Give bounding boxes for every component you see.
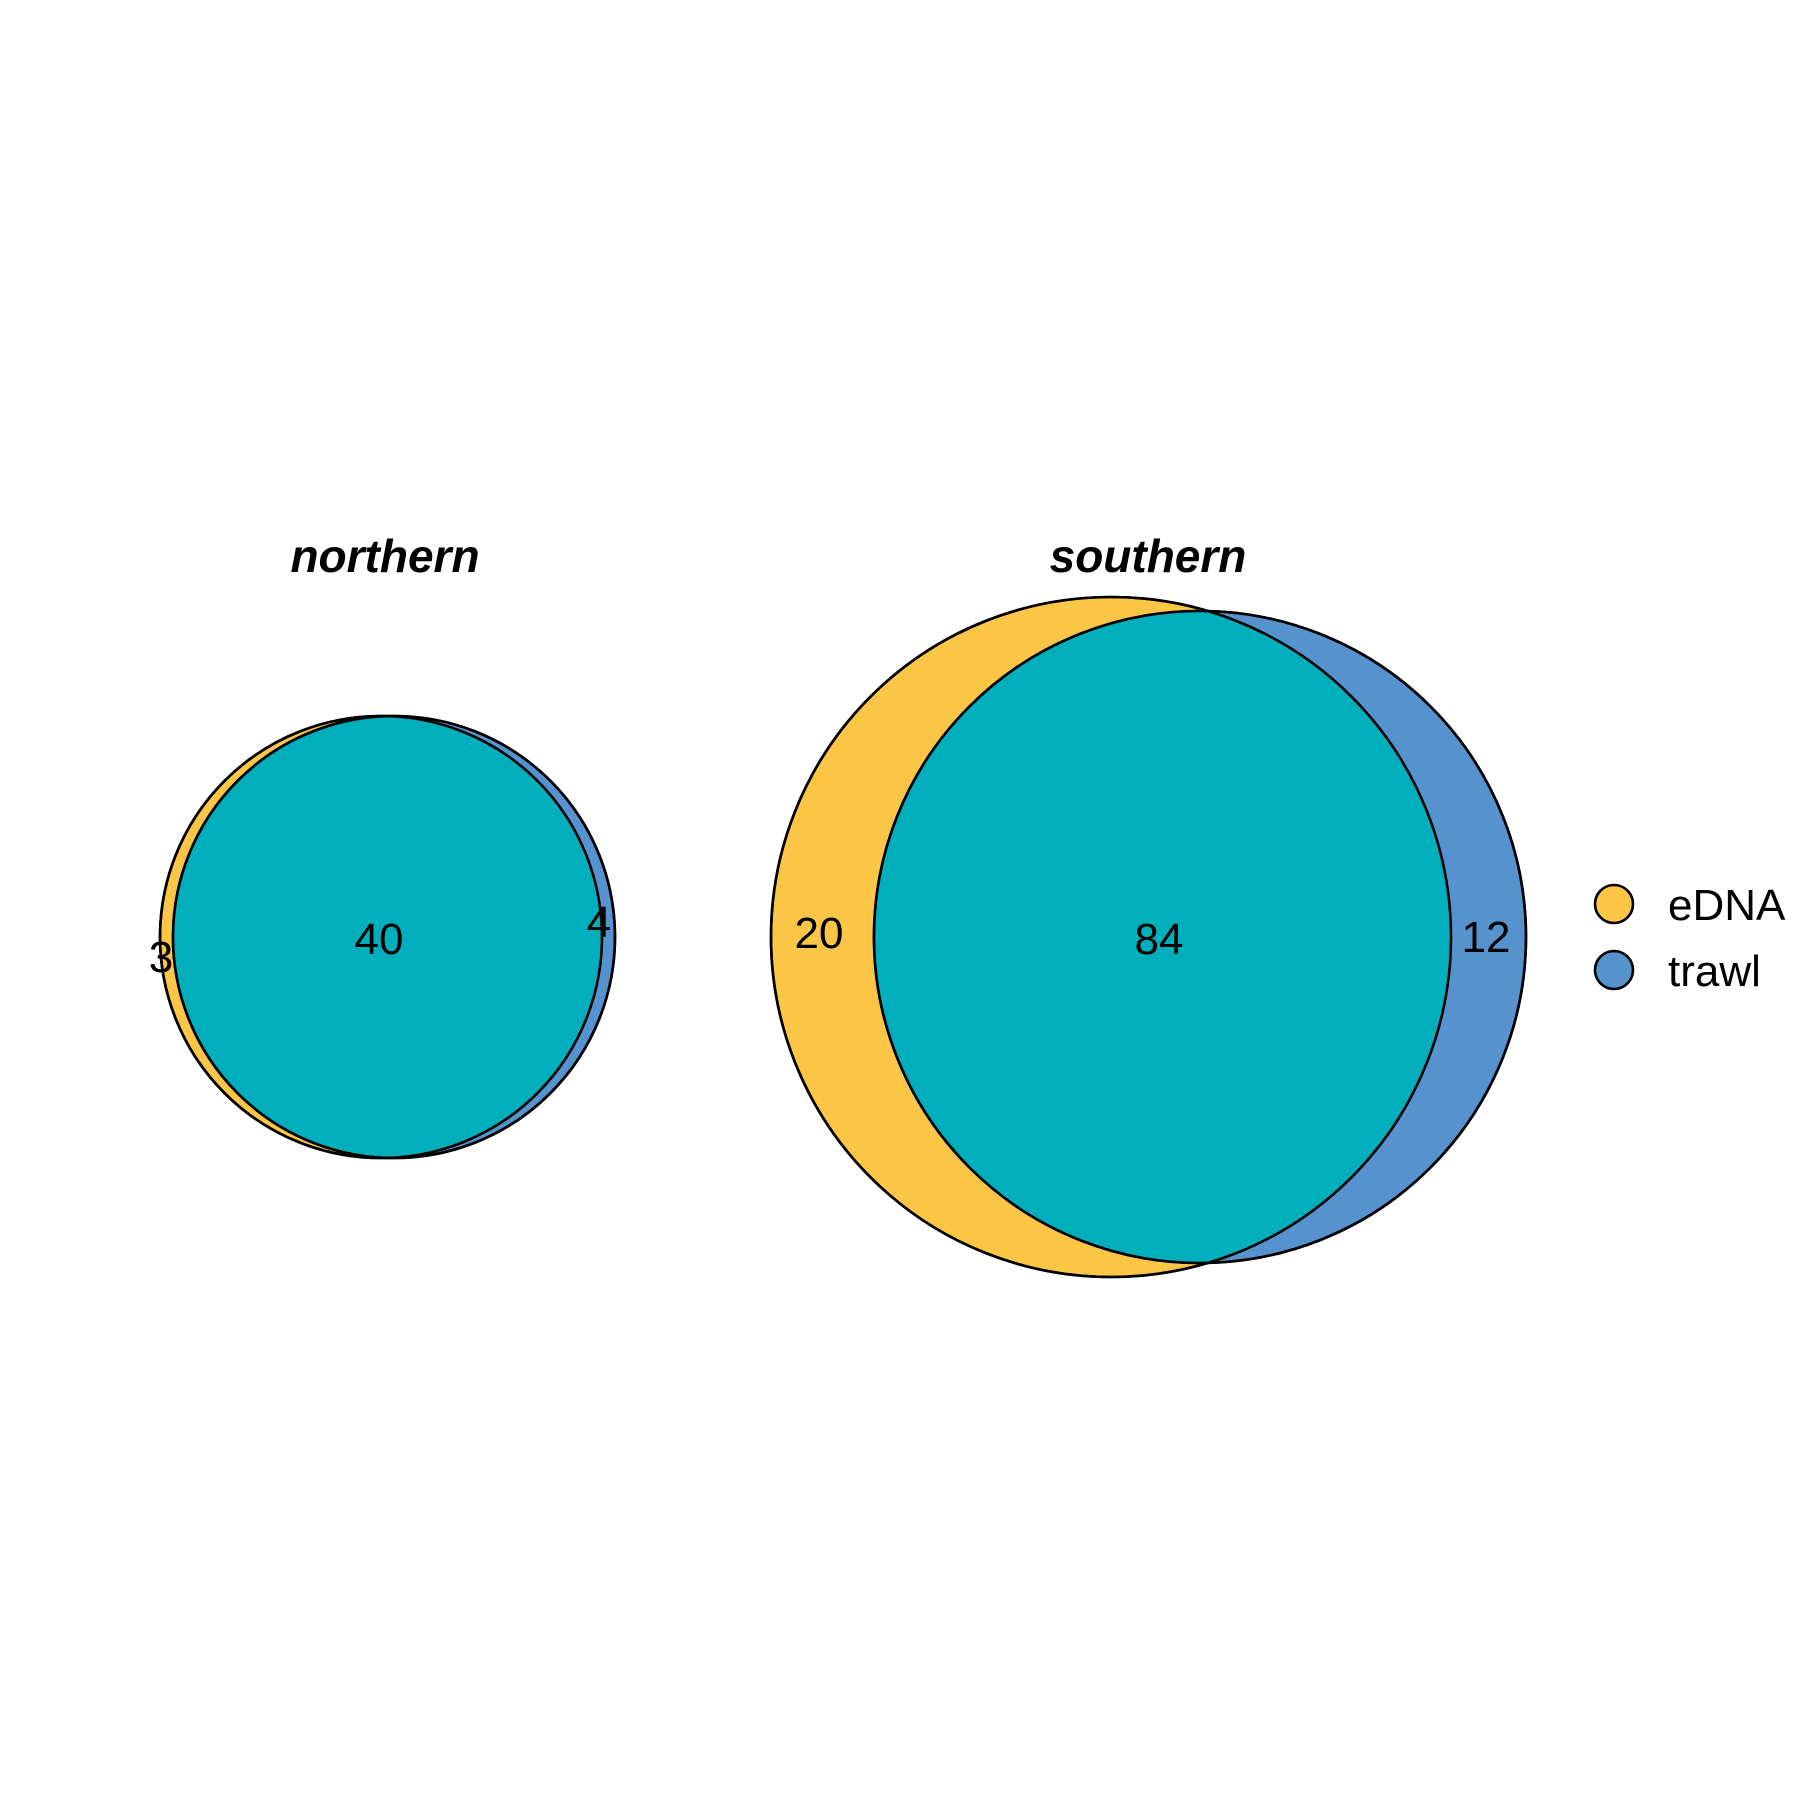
edna-outline-southern: [769, 595, 1453, 1279]
legend-item-edna: eDNA: [1593, 881, 1786, 930]
venn-panel-northern: northern 3 40 4: [149, 530, 617, 1160]
count-both-southern: 84: [1135, 915, 1184, 964]
legend-swatch-trawl: [1593, 949, 1635, 991]
legend-item-trawl: trawl: [1593, 947, 1761, 996]
trawl-outline-northern: [171, 714, 617, 1160]
panel-title-northern: northern: [290, 530, 479, 582]
venn-panel-southern: southern 20 84 12: [769, 530, 1528, 1279]
legend: eDNA trawl: [1593, 881, 1786, 996]
count-trawl-only-northern: 4: [587, 898, 611, 947]
panel-title-southern: southern: [1050, 530, 1247, 582]
legend-label-edna: eDNA: [1668, 881, 1786, 930]
count-edna-only-northern: 3: [149, 933, 173, 982]
count-both-northern: 40: [355, 915, 404, 964]
overlap-region-southern: [874, 611, 1451, 1263]
legend-swatch-edna: [1593, 883, 1635, 925]
overlap-region-northern: [173, 716, 602, 1158]
count-edna-only-southern: 20: [795, 909, 844, 958]
trawl-outline-southern: [872, 609, 1528, 1265]
legend-label-trawl: trawl: [1668, 947, 1761, 996]
count-trawl-only-southern: 12: [1462, 913, 1511, 962]
